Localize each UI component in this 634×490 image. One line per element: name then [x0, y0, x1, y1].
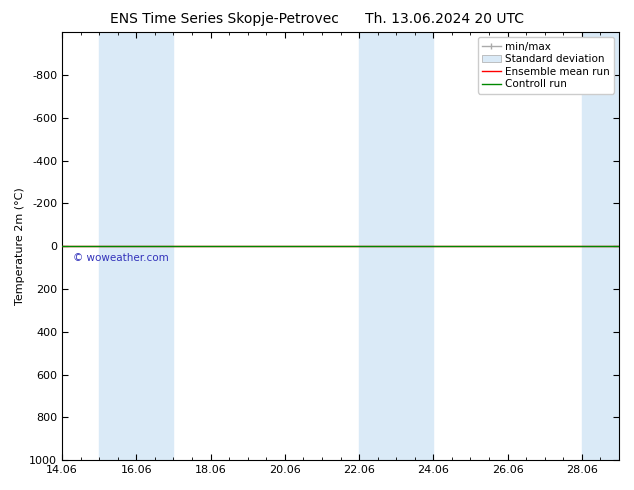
Bar [136, 32, 174, 460]
Bar [582, 32, 619, 460]
Text: © woweather.com: © woweather.com [73, 252, 169, 263]
Bar [359, 32, 396, 460]
Bar [396, 32, 434, 460]
Y-axis label: Temperature 2m (°C): Temperature 2m (°C) [15, 187, 25, 305]
Bar [99, 32, 136, 460]
Text: ENS Time Series Skopje-Petrovec      Th. 13.06.2024 20 UTC: ENS Time Series Skopje-Petrovec Th. 13.0… [110, 12, 524, 26]
Legend: min/max, Standard deviation, Ensemble mean run, Controll run: min/max, Standard deviation, Ensemble me… [478, 37, 614, 94]
